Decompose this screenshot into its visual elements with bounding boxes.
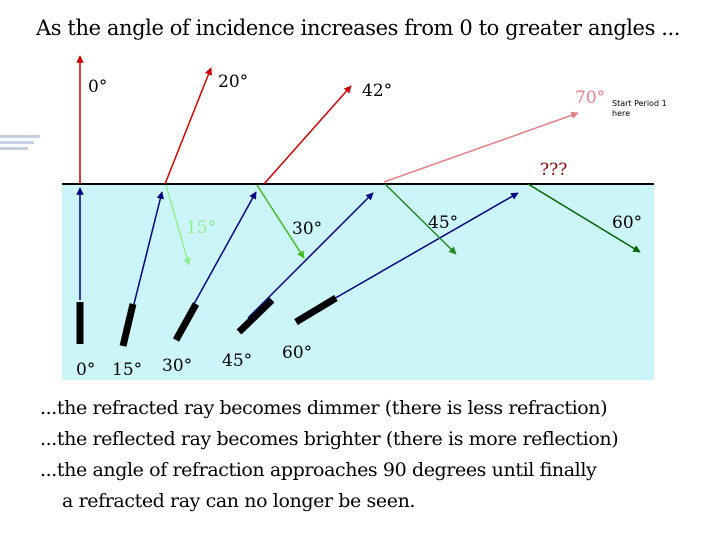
captions: ...the refracted ray becomes dimmer (the…	[40, 393, 619, 517]
start-note: Start Period 1 here	[612, 99, 667, 118]
incidence-angle-label: 15°	[112, 360, 142, 380]
light-source-15	[119, 303, 137, 347]
caption-line: ...the refracted ray becomes dimmer (the…	[40, 397, 608, 419]
incidence-angle-label: 0°	[76, 360, 95, 380]
refracted-angle-label: 60°	[612, 213, 642, 233]
light-source-45	[236, 297, 275, 335]
total-reflection-label: ???	[540, 160, 567, 180]
refracted-angle-label: 45°	[428, 213, 458, 233]
reflected-angle-label: 0°	[88, 77, 107, 97]
reflected-angle-label: 70°	[575, 88, 605, 108]
refracted-angle-label: 30°	[292, 219, 322, 239]
decorative-bar	[0, 135, 40, 138]
caption-line: ...the reflected ray becomes brighter (t…	[40, 428, 619, 450]
incident-ray-60	[324, 192, 519, 305]
refracted-angle-label: 15°	[186, 218, 216, 238]
incidence-angle-label: 45°	[222, 351, 252, 371]
incident-ray-45	[247, 192, 374, 319]
light-source-30	[172, 302, 200, 342]
refracted-ray-45	[384, 183, 457, 255]
reflected-angle-label: 20°	[218, 72, 248, 92]
incident-ray-30	[183, 191, 257, 323]
refracted-ray-15	[165, 184, 191, 266]
light-source-60	[294, 294, 338, 326]
refracted-ray-60	[527, 183, 641, 253]
incidence-angle-label: 30°	[162, 356, 192, 376]
reflected-ray-42	[263, 85, 352, 185]
caption-line: ...the angle of refraction approaches 90…	[40, 459, 597, 481]
decorative-bar	[0, 141, 34, 144]
water-region	[62, 184, 654, 380]
slide-title: As the angle of incidence increases from…	[36, 16, 681, 40]
decorative-bar	[0, 147, 28, 150]
reflected-ray-20	[164, 67, 212, 185]
reflected-angle-label: 42°	[362, 81, 392, 101]
incident-ray-15	[129, 191, 165, 321]
caption-line: a refracted ray can no longer be seen.	[62, 490, 416, 512]
reflected-ray-70	[383, 111, 579, 183]
incidence-angle-label: 60°	[282, 343, 312, 363]
refracted-ray-30	[256, 184, 305, 259]
